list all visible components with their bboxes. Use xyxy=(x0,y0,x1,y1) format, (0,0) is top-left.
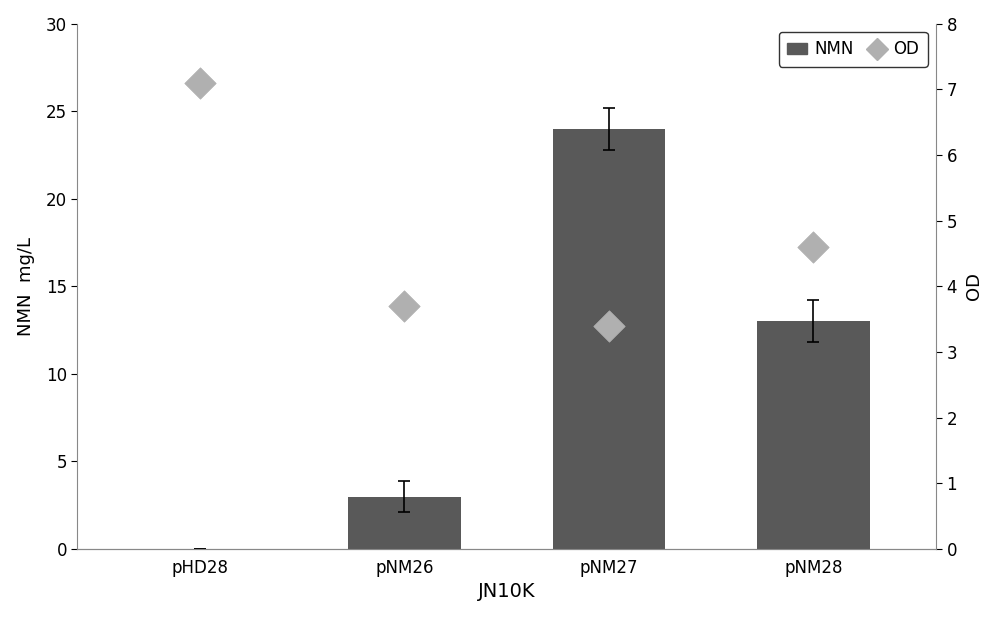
X-axis label: JN10K: JN10K xyxy=(478,582,535,601)
Point xyxy=(192,78,208,88)
Y-axis label: OD: OD xyxy=(965,273,983,300)
Point xyxy=(601,321,617,331)
Bar xyxy=(348,496,461,549)
Point xyxy=(805,242,821,252)
Bar xyxy=(757,321,870,549)
Y-axis label: NMN  mg/L: NMN mg/L xyxy=(17,237,35,336)
Bar xyxy=(553,129,665,549)
Legend: NMN, OD: NMN, OD xyxy=(779,32,928,67)
Point xyxy=(396,301,412,311)
